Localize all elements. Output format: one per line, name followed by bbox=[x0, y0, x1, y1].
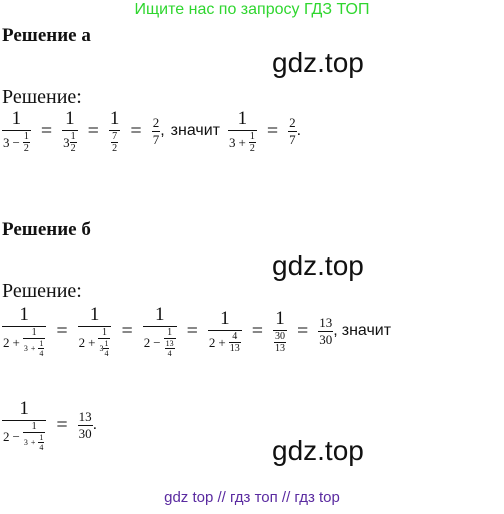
equals-sign: = bbox=[251, 319, 264, 342]
frac-13-over-30: 13 30 bbox=[318, 314, 334, 347]
equals-sign: = bbox=[87, 119, 99, 142]
footer-links: gdz top // гдз топ // гдз top bbox=[164, 489, 340, 506]
section-a-label: Решение: bbox=[2, 86, 82, 108]
watermark-2: gdz.top bbox=[272, 250, 364, 281]
watermark-3: gdz.top bbox=[272, 435, 364, 466]
section-b-title: Решение б bbox=[2, 219, 91, 240]
znachit-word-b: значит bbox=[341, 322, 392, 339]
equals-sign: = bbox=[266, 119, 279, 142]
frac-b5: 1 30 13 bbox=[273, 308, 288, 354]
equals-sign: = bbox=[56, 413, 68, 436]
frac-b4: 1 2 + 4 13 bbox=[207, 308, 242, 354]
section-a-title: Решение а bbox=[2, 25, 91, 46]
equals-sign: = bbox=[40, 119, 53, 142]
equals-sign: = bbox=[297, 319, 309, 342]
section-b-label: Решение: bbox=[2, 280, 82, 302]
frac-b3: 1 2− 1 13 4 bbox=[142, 304, 177, 358]
equals-sign: = bbox=[130, 119, 142, 142]
equals-sign: = bbox=[186, 319, 198, 342]
equals-sign: = bbox=[56, 319, 68, 342]
equals-sign: = bbox=[121, 319, 133, 342]
frac-13-over-30-result: 13 30 bbox=[77, 408, 93, 441]
top-banner: Ищите нас по запросу ГДЗ ТОП bbox=[134, 1, 370, 18]
watermark-1: gdz.top bbox=[272, 47, 364, 78]
znachit-word-a: значит bbox=[170, 122, 220, 139]
